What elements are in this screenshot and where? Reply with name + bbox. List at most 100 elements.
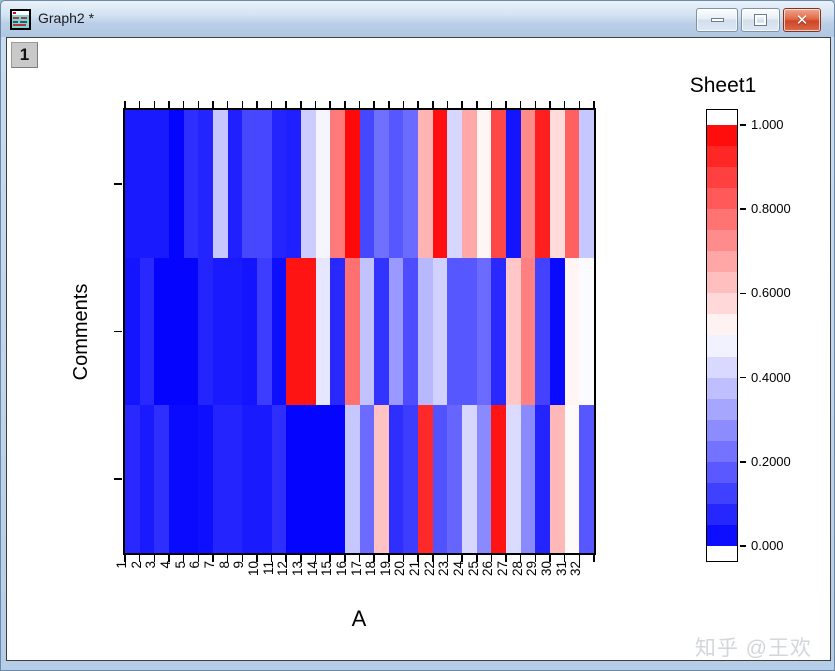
heatmap-cell — [564, 110, 580, 258]
heatmap-cell — [300, 110, 316, 258]
x-tick-label: 3 — [143, 561, 159, 569]
heatmap-cell — [432, 110, 448, 258]
colorbar-block — [707, 377, 737, 399]
heatmap-cell — [154, 110, 169, 258]
heatmap-cell — [535, 257, 551, 406]
heatmap-cell — [227, 257, 243, 406]
axis-tick — [114, 330, 122, 333]
axis-tick — [153, 101, 156, 108]
axis-tick — [461, 101, 463, 108]
axis-tick — [578, 101, 581, 108]
close-button[interactable]: ✕ — [783, 8, 821, 32]
axis-tick — [138, 101, 141, 108]
colorbar-block — [707, 230, 737, 252]
heatmap-cell — [418, 257, 433, 406]
x-tick-label: 1 — [114, 561, 129, 569]
axis-tick — [402, 555, 405, 562]
x-tick-label: 13 — [289, 561, 305, 577]
heatmap-cell — [388, 110, 404, 258]
colorbar-title[interactable]: Sheet1 — [689, 74, 757, 97]
heatmap-cell — [286, 257, 301, 406]
heatmap-cell — [286, 110, 301, 258]
axis-tick — [256, 555, 258, 562]
heatmap-cell — [198, 110, 213, 258]
x-tick-label: 7 — [201, 561, 217, 569]
colorbar-block — [707, 398, 737, 420]
axis-tick — [358, 555, 361, 562]
colorbar-block — [707, 503, 737, 525]
axis-tick — [476, 555, 478, 562]
axis-tick — [505, 555, 507, 562]
heatmap-cell — [198, 257, 213, 406]
axis-tick — [314, 101, 317, 108]
heatmap-cell — [212, 257, 228, 406]
heatmap-cell — [359, 405, 375, 553]
colorbar-tick — [740, 461, 746, 463]
heatmap-cell — [344, 405, 360, 553]
restore-button[interactable] — [741, 8, 780, 32]
heatmap-cell — [564, 257, 580, 406]
heatmap-cell — [154, 405, 169, 553]
axis-tick — [344, 101, 346, 108]
heatmap-cell — [330, 110, 345, 258]
colorbar-block — [707, 440, 737, 462]
colorbar-cap-bottom — [707, 545, 737, 561]
heatmap-cell — [550, 257, 565, 406]
axis-tick — [446, 555, 449, 562]
heatmap-cell — [476, 405, 492, 553]
heatmap-cell — [374, 110, 389, 258]
heatmap-cell — [418, 110, 433, 258]
heatmap-cell — [520, 110, 536, 258]
axis-tick — [168, 555, 170, 562]
axis-tick — [373, 555, 375, 562]
heatmap-cell — [462, 405, 477, 553]
axis-tick — [358, 101, 361, 108]
layer-tab-1[interactable]: 1 — [11, 42, 38, 68]
x-tick-label: 26 — [480, 561, 496, 577]
heatmap-cell — [154, 257, 169, 406]
axis-tick — [417, 101, 419, 108]
axis-tick — [256, 101, 258, 108]
axis-tick — [402, 101, 405, 108]
axis-tick — [182, 555, 185, 562]
axis-tick — [519, 555, 522, 562]
heatmap-grid — [125, 110, 594, 553]
axis-tick — [212, 555, 214, 562]
x-axis-title[interactable]: A — [351, 606, 367, 631]
colorbar-tick — [740, 376, 746, 379]
axis-tick — [344, 555, 346, 562]
colorbar-block — [707, 125, 737, 147]
colorbar-block — [707, 314, 737, 336]
axis-tick — [138, 555, 141, 562]
heatmap-cell — [227, 405, 243, 553]
x-tick-label: 18 — [363, 561, 379, 577]
x-tick-label: 12 — [275, 561, 291, 577]
axis-tick — [534, 101, 537, 108]
heatmap-cell — [491, 405, 507, 553]
axis-tick — [182, 101, 185, 108]
axis-tick — [314, 555, 317, 562]
heatmap-cell — [242, 405, 257, 553]
axis-tick — [226, 555, 229, 562]
colorbar[interactable] — [706, 109, 738, 562]
heatmap-plot[interactable] — [123, 108, 596, 555]
axis-tick — [124, 101, 126, 108]
heatmap-cell — [271, 257, 287, 406]
heatmap-cell — [330, 257, 345, 406]
window-titlebar[interactable]: Graph2 * ✕ — [1, 1, 834, 37]
heatmap-cell — [212, 405, 228, 553]
colorbar-tick — [740, 208, 746, 210]
x-tick-label: 32 — [568, 561, 584, 577]
minimize-button[interactable] — [696, 8, 738, 32]
heatmap-cell — [447, 110, 463, 258]
axis-tick — [446, 101, 449, 108]
colorbar-block — [707, 251, 737, 273]
window-title: Graph2 * — [38, 10, 95, 26]
axis-tick — [519, 101, 522, 108]
heatmap-cell — [139, 257, 155, 406]
y-axis-title[interactable]: Comments — [70, 283, 92, 381]
heatmap-cell — [168, 257, 184, 406]
heatmap-cell — [506, 110, 521, 258]
axis-tick — [563, 101, 566, 108]
heatmap-cell — [271, 405, 287, 553]
